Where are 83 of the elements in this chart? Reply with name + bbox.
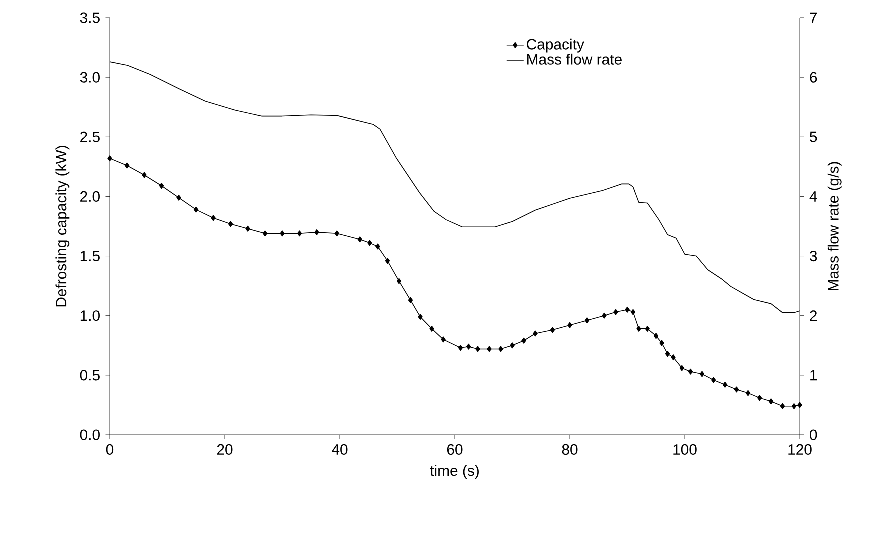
point xyxy=(533,330,538,337)
y2-tick-label: 4 xyxy=(810,192,818,202)
point xyxy=(625,306,630,313)
point xyxy=(458,345,464,352)
point xyxy=(792,403,797,410)
point xyxy=(711,377,716,384)
y-axis-title: Defrosting capacity (kW) xyxy=(56,146,70,307)
point xyxy=(418,314,423,320)
point xyxy=(498,346,504,352)
point xyxy=(700,371,705,378)
y-tick-label: 1.5 xyxy=(80,251,100,262)
point xyxy=(246,226,250,232)
point xyxy=(396,278,402,284)
point xyxy=(636,326,642,332)
point xyxy=(602,312,607,319)
x-tick-label: 20 xyxy=(217,444,233,456)
point xyxy=(476,346,480,352)
x-tick-label: 120 xyxy=(788,444,812,456)
y2-tick-label: 7 xyxy=(810,12,818,24)
point xyxy=(430,326,434,332)
point xyxy=(385,258,390,264)
y2-tick-label: 2 xyxy=(810,310,818,322)
point xyxy=(487,346,492,352)
x-tick-label: 40 xyxy=(332,444,348,456)
point xyxy=(334,230,340,237)
point xyxy=(176,194,182,201)
point xyxy=(159,183,164,189)
point xyxy=(408,297,414,304)
point xyxy=(568,322,572,328)
y-tick-label: 2.0 xyxy=(80,191,100,202)
point xyxy=(368,240,372,246)
point xyxy=(211,215,216,222)
y-tick-label: 2.5 xyxy=(80,132,100,142)
point xyxy=(124,162,130,169)
point xyxy=(314,229,320,236)
point xyxy=(746,390,751,396)
x-tick-label: 0 xyxy=(106,444,114,456)
point xyxy=(614,309,618,316)
point xyxy=(228,221,234,228)
y-tick-label: 0.5 xyxy=(80,370,100,381)
y2-tick-label: 5 xyxy=(810,132,818,142)
point xyxy=(665,350,670,357)
point xyxy=(654,333,659,340)
legend-label: Capacity xyxy=(527,38,584,53)
point xyxy=(671,354,676,361)
y2-tick-label: 6 xyxy=(810,72,818,83)
point xyxy=(194,206,199,213)
x-tick-label: 60 xyxy=(447,444,463,456)
x-tick-label: 80 xyxy=(562,444,578,456)
x-tick-label: 100 xyxy=(674,444,697,456)
point xyxy=(358,236,362,243)
y2-tick-label: 1 xyxy=(810,370,818,381)
point xyxy=(584,318,590,324)
legend-label: Mass flow rate xyxy=(528,54,622,65)
y2-tick-label: 0 xyxy=(810,430,818,440)
y2-axis-title: Mass flow rate (g/s) xyxy=(828,162,842,290)
point xyxy=(780,403,786,410)
y-tick-label: 0.0 xyxy=(80,430,100,440)
point xyxy=(466,344,472,350)
point xyxy=(722,382,728,388)
y-tick-label: 1.0 xyxy=(80,310,100,322)
point xyxy=(376,244,380,250)
y-tick-label: 3.5 xyxy=(80,12,100,24)
point xyxy=(645,326,650,332)
point xyxy=(688,368,694,375)
x-axis-title: time (s) xyxy=(430,465,479,480)
point xyxy=(510,342,515,349)
point xyxy=(660,340,664,346)
point xyxy=(297,230,302,237)
y-tick-label: 3.0 xyxy=(80,72,100,83)
point xyxy=(757,395,762,402)
point xyxy=(680,365,684,372)
point xyxy=(550,327,556,334)
point xyxy=(768,398,774,405)
point xyxy=(262,230,268,237)
y2-tick-label: 3 xyxy=(810,250,818,262)
point xyxy=(522,338,526,344)
point xyxy=(280,230,285,237)
point xyxy=(734,386,740,393)
point xyxy=(108,156,112,162)
point xyxy=(441,336,446,343)
point xyxy=(142,172,147,178)
point xyxy=(630,309,636,316)
